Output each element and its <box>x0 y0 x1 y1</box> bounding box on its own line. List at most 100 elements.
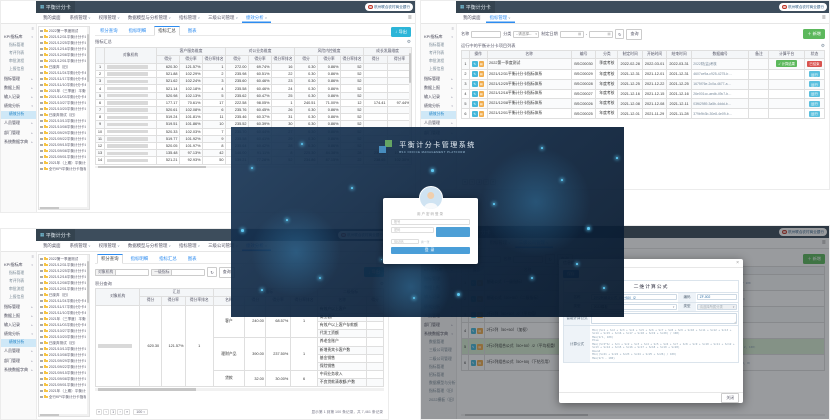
checkbox[interactable] <box>40 89 43 93</box>
menu-item[interactable]: 权限管理 ∨ <box>98 243 120 248</box>
sidebar-item[interactable]: 绩效分析 <box>421 110 456 119</box>
tree-item[interactable]: 2021/10/13平衡计分卡考核体系 <box>40 346 86 352</box>
table-row[interactable]: 1 ✎ ▤ 2022第一季度测试 BSC00030 季度考核 2022-02-28… <box>461 58 826 70</box>
sidebar-item[interactable]: 指标管理▸ <box>4 303 33 309</box>
gear-icon[interactable]: ⚙ <box>820 42 825 48</box>
checkbox[interactable] <box>40 101 43 105</box>
detail-button[interactable]: ▤ <box>477 344 483 350</box>
table-row[interactable]: 6 ✎ ▤ 2021/12/01平衡计分卡指标体系 BSC00025 年度考核 2… <box>461 108 826 120</box>
table-row[interactable]: 3 ✎ ▤ 2021/12/25平衡计分卡指标体系 BSC00028 年度考核 2… <box>461 78 826 90</box>
tree-item[interactable]: 2021/11/17平衡计分卡考核体系 <box>40 304 86 310</box>
checkbox[interactable] <box>40 65 43 69</box>
tree-item[interactable]: 全行KPI平衡计分卡指标库（旧） <box>40 394 86 400</box>
checkbox[interactable] <box>40 347 43 351</box>
sidebar-item[interactable]: 指标管理 <box>9 270 25 275</box>
login-button[interactable]: 登录 <box>391 246 470 254</box>
tree-item[interactable]: 2021/09/01平衡计分卡考核体系 <box>40 154 86 160</box>
checkbox[interactable] <box>40 311 43 315</box>
sidebar-item[interactable]: 考评列表 <box>9 50 25 55</box>
tree-item[interactable]: 2021/12/08平衡计分卡考核体系 <box>40 280 86 286</box>
menu-item[interactable]: 指标管理∨ <box>178 243 201 248</box>
tree-item[interactable]: 2021/12/01平衡计分卡考核体系 <box>40 286 86 292</box>
formula-text[interactable]: Min((Sc1 + Sc2 + Sc3 + Sc4 + Sc5 + Sc6 +… <box>592 327 735 360</box>
horizontal-scrollbar[interactable] <box>461 413 825 416</box>
edit-button[interactable]: ✎ <box>472 111 478 117</box>
sidebar-item[interactable]: 数据模型与分析管理 <box>429 381 456 386</box>
tree-item[interactable]: 2021/10/27平衡计分卡考核体系 <box>40 328 86 334</box>
sidebar-collapse-icon[interactable]: ≡ <box>31 253 34 259</box>
detail-button[interactable]: ▤ <box>477 328 483 334</box>
table-row[interactable]: 4 ✎ ▤ 2021/12/16平衡计分卡指标体系 BSC00027 年度考核 2… <box>461 88 826 100</box>
tree-item[interactable]: 2021年（上期）平衡计分卡（旧） <box>40 388 86 394</box>
tree-item[interactable]: 2021/09/29平衡计分卡考核体系 <box>40 358 86 364</box>
tab[interactable]: 指标明细 <box>128 28 147 33</box>
sidebar-item[interactable]: 指标管理 <box>9 42 25 47</box>
checkbox[interactable] <box>40 167 43 171</box>
tree-item[interactable]: 2021/09/01平衡计分卡考核体系 <box>40 382 86 388</box>
category-select[interactable]: --请选择-- ▾ <box>513 30 540 38</box>
horizontal-scrollbar[interactable] <box>95 388 384 391</box>
checkbox[interactable] <box>40 161 43 165</box>
checkbox[interactable] <box>40 305 43 309</box>
tree-item[interactable]: 已废弃（旧） <box>40 292 86 298</box>
checkbox[interactable] <box>40 359 43 363</box>
tree-item[interactable]: 2021年（上期）平衡计分卡（旧） <box>40 160 86 166</box>
tree-item[interactable]: 已废弃测试（旧） <box>40 112 86 118</box>
table-row[interactable]: 4 521.14 102.18% 4 235.58 60.46% 24 0.30 0.86… <box>95 84 413 93</box>
edit-button[interactable]: ✎ <box>470 328 476 334</box>
table-row[interactable]: 7 520.61 102.08% 6 235.76 60.45% 26 0.30 0.86… <box>95 105 413 115</box>
checkbox[interactable] <box>40 383 43 387</box>
sidebar-item[interactable]: 2022模板（旧） <box>429 397 456 402</box>
captcha-input[interactable] <box>391 238 419 245</box>
sidebar-item[interactable]: 审批流程 <box>9 287 25 292</box>
tab[interactable]: 图表 <box>187 256 197 261</box>
checkbox[interactable] <box>40 143 43 147</box>
checkbox[interactable] <box>40 365 43 369</box>
edit-button[interactable]: ✎ <box>472 61 478 67</box>
tree-item[interactable]: 2021/11/10平衡计分卡考核体系 <box>40 82 86 88</box>
tree-item[interactable]: 2021/11/24平衡计分卡考核体系 <box>40 70 86 76</box>
checkbox[interactable] <box>40 269 43 273</box>
edit-button[interactable]: ✎ <box>470 360 476 366</box>
menu-collapse-icon[interactable]: ≣ <box>821 240 826 246</box>
menu-item[interactable]: 系统管理 ∨ <box>69 15 91 20</box>
sidebar-item[interactable]: 系统数据字典▸ <box>4 138 33 144</box>
sidebar-item[interactable]: 绩效分析 ▾ <box>424 103 453 109</box>
checkbox[interactable] <box>40 329 43 333</box>
close-button[interactable]: 关闭 <box>721 392 739 404</box>
search-button[interactable]: 查询 <box>626 28 643 40</box>
checkbox[interactable] <box>40 53 43 57</box>
checkbox[interactable] <box>40 35 43 39</box>
sidebar-item[interactable]: 部门管理▸ <box>424 321 453 327</box>
password-input[interactable] <box>391 227 434 234</box>
checkbox[interactable] <box>40 317 43 321</box>
tree-item[interactable]: 2021/09/22平衡计分卡考核体系 <box>40 364 86 370</box>
menu-item[interactable]: 系统管理 ∨ <box>69 243 91 248</box>
tree-item[interactable]: 2021/09/29平衡计分卡考核体系 <box>40 130 86 136</box>
checkbox[interactable] <box>40 323 43 327</box>
sidebar-item[interactable]: 指标管理（旧） <box>429 389 456 394</box>
tree-item[interactable]: 2021/10/08平衡计分卡考核体系 <box>40 352 86 358</box>
category-select[interactable]: 请选择所属分类 ▾ <box>697 303 737 310</box>
table-row[interactable]: 8 519.24 101.81% 11 235.46 60.37% 31 0.30 0.8… <box>95 113 413 122</box>
close-icon[interactable]: × <box>736 260 739 266</box>
sidebar-item[interactable]: 人员管理▸ <box>4 348 33 354</box>
edit-button[interactable]: ✎ <box>470 344 476 350</box>
sidebar-item[interactable]: 人员管理▸ <box>4 120 33 126</box>
checkbox[interactable] <box>40 71 43 75</box>
menu-item[interactable]: 我的桌面 <box>463 15 481 20</box>
captcha-image[interactable] <box>436 227 470 237</box>
formula-code-input[interactable]: ZF-002 <box>697 294 737 301</box>
table-row[interactable]: 2 ✎ ▤ 2021/12/31平衡计分卡指标体系 BSC00029 年度考核 2… <box>461 68 826 80</box>
table-row[interactable]: 1 620.30 121.57% 1 272.00 69.74% 16 0.30 0.86… <box>95 62 413 72</box>
table-row[interactable]: 6 177.17 70.61% 17 222.58 98.05% 1 240.51 71.… <box>95 98 413 108</box>
smart-formula-textarea[interactable] <box>591 313 737 325</box>
tree-item[interactable]: 2021/11/24平衡计分卡考核体系 <box>40 298 86 304</box>
sidebar-item[interactable]: 三级公司管理 <box>429 348 452 353</box>
detail-button[interactable]: ▤ <box>478 91 485 97</box>
tree-item[interactable]: 已废弃（旧） <box>40 64 86 70</box>
checkbox[interactable] <box>40 287 43 291</box>
indicator-filter-input[interactable] <box>171 268 206 276</box>
sidebar-item[interactable]: 输入记录▸ <box>4 321 33 327</box>
